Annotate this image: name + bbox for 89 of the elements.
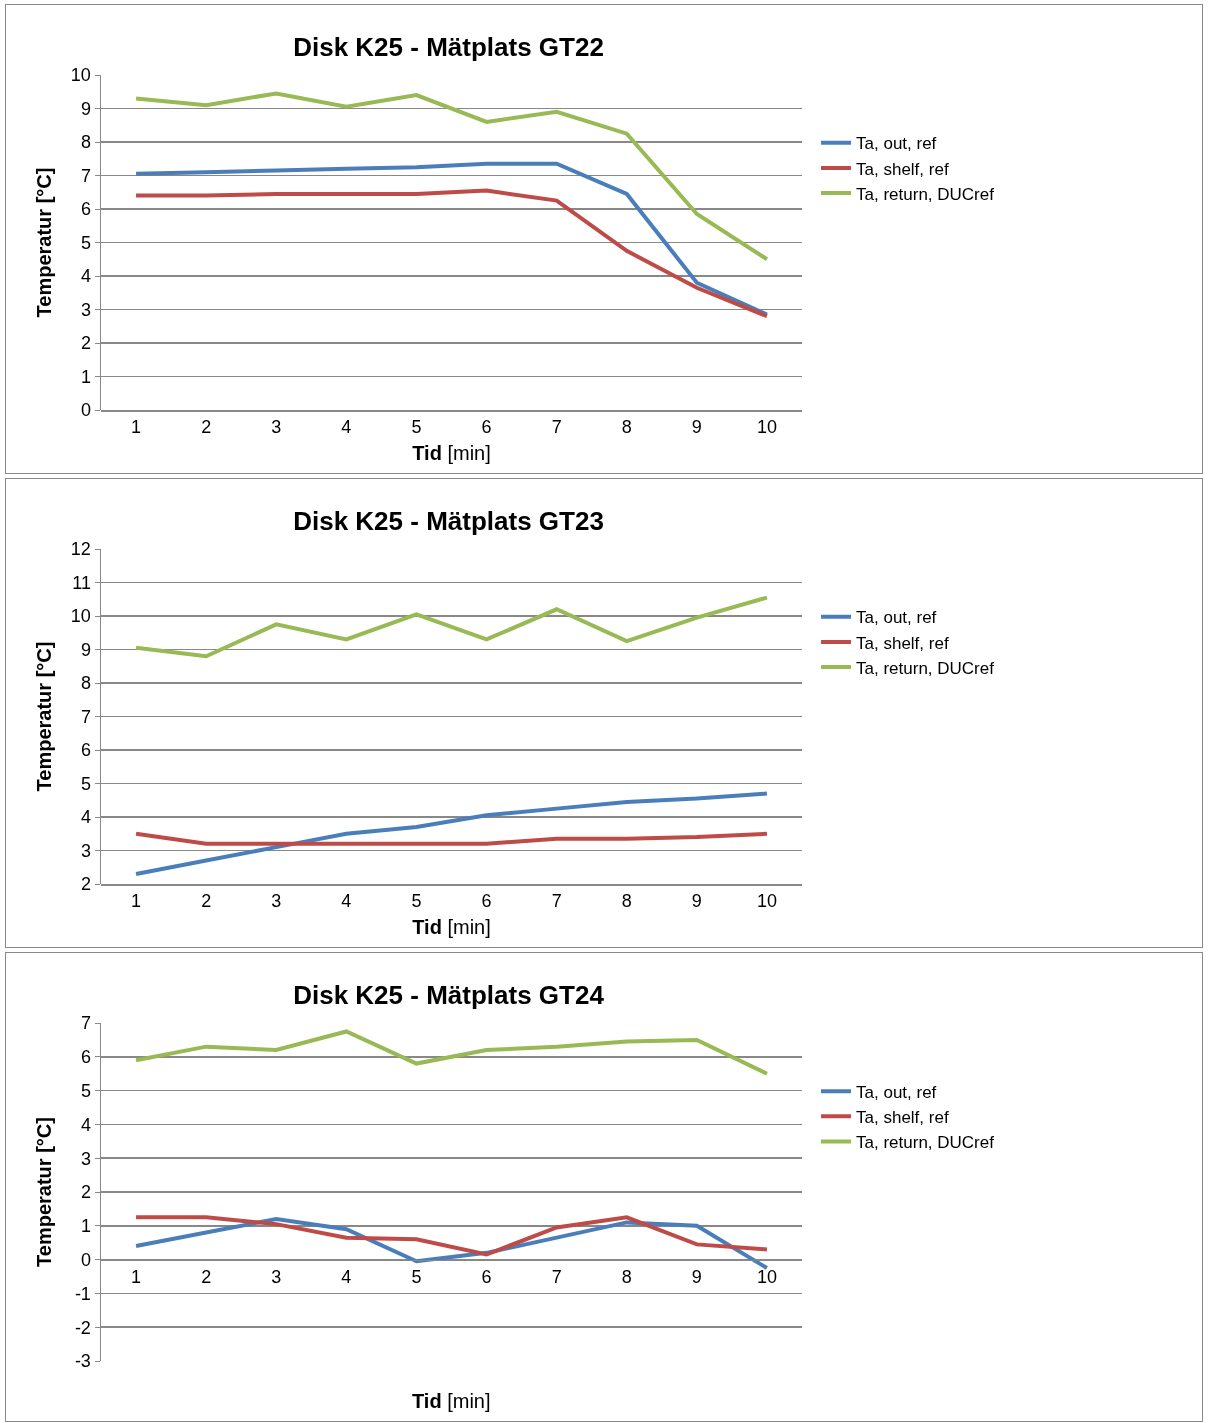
x-tick-label: 2 [201, 1266, 212, 1287]
x-tick-label: 10 [756, 417, 777, 438]
x-tick-label: 9 [691, 1266, 702, 1287]
chart-title: Disk K25 - Mätplats GT23 [293, 505, 604, 536]
y-tick-label: 1 [80, 366, 91, 387]
legend-label: Ta, shelf, ref [856, 633, 949, 653]
y-axis-title: Temperatur [°C] [32, 167, 55, 318]
x-tick-label: 7 [551, 417, 562, 438]
x-tick-label: 8 [621, 417, 632, 438]
line-series [134, 831, 769, 846]
x-tick-label: 5 [411, 891, 422, 912]
legend-label: Ta, shelf, ref [856, 159, 949, 179]
y-tick-label: 11 [72, 572, 91, 593]
y-tick-label: 5 [80, 1080, 91, 1101]
line-series [134, 161, 769, 317]
y-tick-label: 7 [80, 165, 91, 186]
x-axis-title: Tid [min] [412, 442, 491, 465]
y-tick-label: 0 [80, 400, 91, 421]
x-tick-label: 1 [131, 891, 142, 912]
y-tick-label: 2 [80, 874, 91, 895]
y-tick-label: 6 [80, 1047, 91, 1068]
x-tick-label: 5 [411, 417, 422, 438]
y-tick-label: 4 [80, 1114, 91, 1135]
y-tick-label: 3 [80, 1148, 91, 1169]
y-tick-label: 2 [80, 1182, 91, 1203]
y-tick-label: -2 [74, 1317, 91, 1338]
x-tick-label: 8 [621, 891, 632, 912]
x-tick-label: 4 [341, 891, 352, 912]
line-series [134, 595, 769, 659]
legend-label: Ta, return, DUCref [856, 658, 995, 678]
y-tick-label: 1 [80, 1216, 91, 1237]
line-series [134, 1215, 769, 1257]
legend-label: Ta, out, ref [856, 608, 937, 628]
x-tick-label: 6 [481, 1266, 492, 1287]
x-tick-label: 10 [756, 1266, 777, 1287]
x-tick-label: 4 [341, 417, 352, 438]
y-tick-label: 2 [80, 333, 91, 354]
y-tick-label: 9 [80, 98, 91, 119]
chart-title: Disk K25 - Mätplats GT24 [293, 979, 605, 1010]
x-tick-label: 4 [341, 1266, 352, 1287]
line-series [134, 791, 769, 876]
x-tick-label: 10 [756, 891, 777, 912]
y-axis-title: Temperatur [°C] [32, 641, 55, 792]
y-tick-label: -3 [74, 1351, 91, 1372]
y-tick-label: 3 [80, 299, 91, 320]
y-tick-label: 8 [80, 673, 91, 694]
y-tick-label: 8 [80, 132, 91, 153]
x-tick-label: 1 [131, 417, 142, 438]
y-tick-label: 9 [80, 639, 91, 660]
y-tick-label: 6 [80, 199, 91, 220]
legend-label: Ta, out, ref [856, 1082, 937, 1102]
y-tick-label: 12 [70, 539, 91, 560]
line-series [134, 1029, 769, 1076]
y-tick-label: 6 [80, 740, 91, 761]
y-tick-label: 7 [80, 1013, 91, 1034]
x-tick-label: 9 [691, 417, 702, 438]
x-tick-label: 3 [271, 891, 282, 912]
y-tick-label: 0 [80, 1249, 91, 1270]
y-tick-label: -1 [74, 1283, 91, 1304]
x-axis-title: Tid [min] [412, 1390, 491, 1412]
chart-title: Disk K25 - Mätplats GT22 [293, 31, 604, 62]
legend-label: Ta, shelf, ref [856, 1107, 949, 1127]
x-tick-label: 3 [271, 1266, 282, 1287]
legend-label: Ta, return, DUCref [856, 184, 995, 204]
x-axis-title: Tid [min] [412, 916, 491, 939]
y-tick-label: 4 [80, 807, 91, 828]
y-tick-label: 7 [80, 706, 91, 727]
x-tick-label: 6 [481, 417, 492, 438]
y-tick-label: 5 [80, 232, 91, 253]
y-tick-label: 10 [70, 65, 91, 86]
y-tick-label: 5 [80, 773, 91, 794]
x-tick-label: 9 [691, 891, 702, 912]
x-tick-label: 2 [201, 891, 212, 912]
x-tick-label: 7 [551, 1266, 562, 1287]
x-tick-label: 1 [131, 1266, 142, 1287]
legend-label: Ta, return, DUCref [856, 1133, 995, 1153]
x-tick-label: 3 [271, 417, 282, 438]
x-tick-label: 7 [551, 891, 562, 912]
x-tick-label: 8 [621, 1266, 632, 1287]
x-tick-label: 6 [481, 891, 492, 912]
y-axis-title: Temperatur [°C] [32, 1117, 55, 1267]
line-series [134, 188, 769, 319]
legend-label: Ta, out, ref [856, 134, 937, 154]
line-series [134, 91, 769, 262]
x-tick-label: 5 [411, 1266, 422, 1287]
y-tick-label: 10 [70, 606, 91, 627]
y-tick-label: 4 [80, 266, 91, 287]
y-tick-label: 3 [80, 840, 91, 861]
x-tick-label: 2 [201, 417, 212, 438]
